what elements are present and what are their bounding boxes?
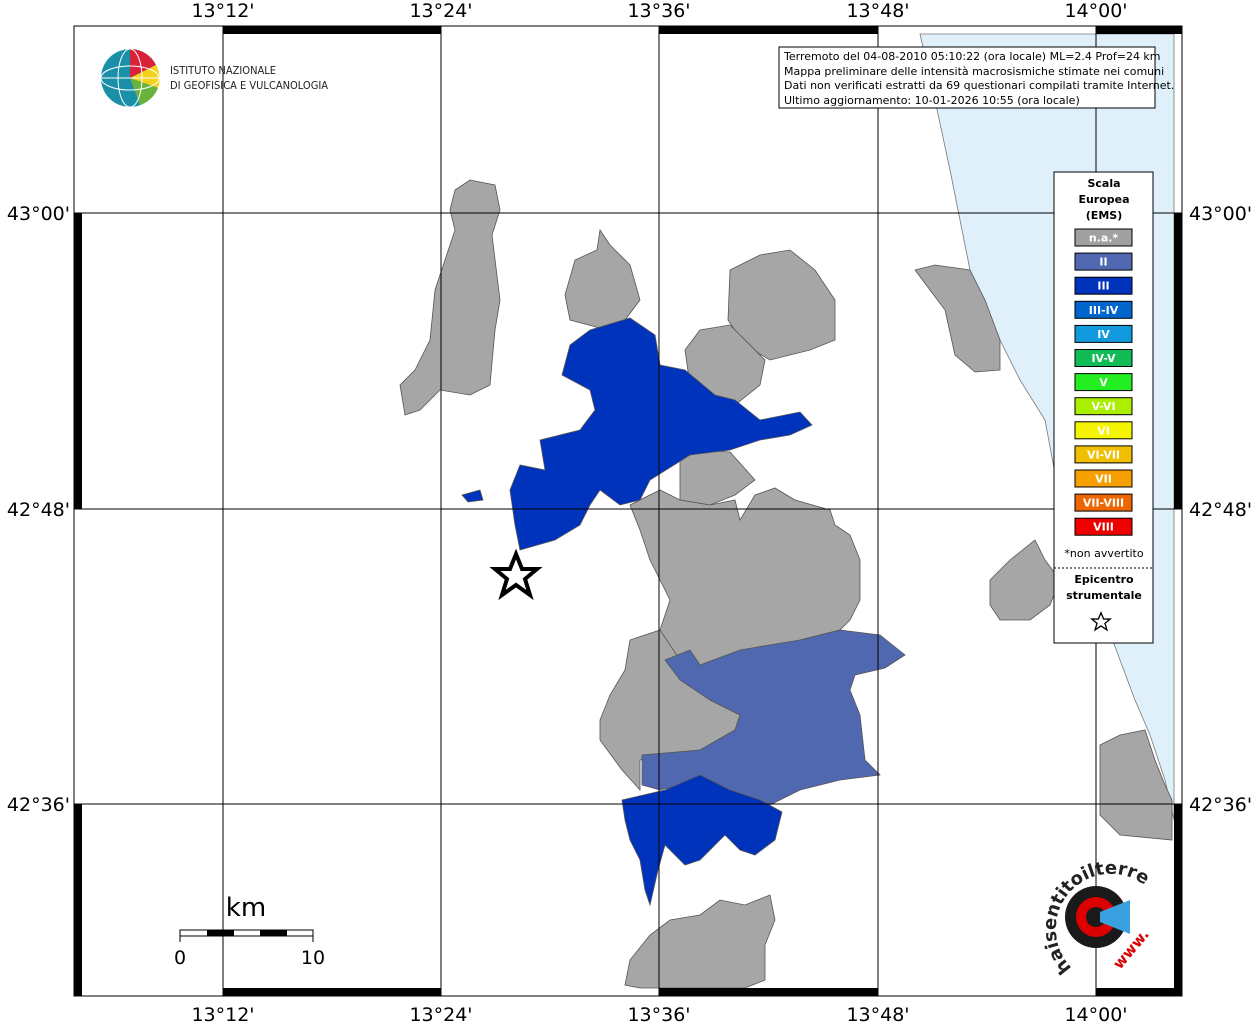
legend-label: VII bbox=[1095, 473, 1112, 486]
frame bbox=[74, 26, 1182, 996]
legend-swatch bbox=[1074, 349, 1133, 367]
municipality bbox=[399, 179, 501, 416]
legend-swatch bbox=[1074, 252, 1133, 271]
latitude-labels: 43°00' 42°48' 42°36' 43°00' 42°48' 42°36… bbox=[7, 203, 1252, 816]
legend-label: III bbox=[1097, 280, 1109, 293]
frame-bar bbox=[223, 988, 441, 996]
legend-label: VI bbox=[1097, 424, 1110, 437]
scale-unit: km bbox=[226, 893, 266, 923]
scale-frame bbox=[179, 929, 314, 937]
legend-epicenter: strumentale bbox=[1066, 589, 1142, 602]
lon-label: 13°24' bbox=[409, 1004, 472, 1024]
scale-bar: km 0 10 bbox=[174, 893, 325, 969]
frame-bar bbox=[74, 804, 82, 996]
municipality bbox=[914, 264, 1001, 373]
lon-label: 13°36' bbox=[627, 0, 690, 22]
frame-bar bbox=[1096, 26, 1182, 34]
logo-segment bbox=[130, 48, 156, 78]
lat-label: 43°00' bbox=[1189, 203, 1252, 225]
frame-bar bbox=[74, 213, 82, 509]
frame-border bbox=[73, 25, 1183, 997]
legend-epicenter: Epicentro bbox=[1074, 573, 1134, 586]
lon-label: 13°12' bbox=[191, 1004, 254, 1024]
legend-swatch bbox=[1074, 373, 1133, 392]
legend-swatch bbox=[1074, 276, 1133, 295]
scale-seg bbox=[260, 930, 287, 936]
info-line: Mappa preliminare delle intensità macros… bbox=[784, 65, 1164, 78]
epicenter-star bbox=[489, 548, 543, 601]
lat-label: 42°48' bbox=[1189, 499, 1252, 521]
legend-title: (EMS) bbox=[1086, 209, 1122, 222]
frame-bar bbox=[1174, 213, 1182, 509]
frame-bar bbox=[1174, 804, 1182, 996]
lat-label: 42°48' bbox=[7, 499, 70, 521]
frame-bar bbox=[659, 26, 878, 34]
info-line: Dati non verificati estratti da 69 quest… bbox=[784, 79, 1174, 92]
legend-swatch bbox=[1074, 517, 1133, 536]
legend-swatch bbox=[1074, 421, 1133, 440]
legend-title: Scala bbox=[1087, 177, 1120, 190]
info-line: Ultimo aggiornamento: 10-01-2026 10:55 (… bbox=[784, 94, 1080, 107]
legend-label: V-VI bbox=[1091, 400, 1115, 413]
legend-title: Europea bbox=[1078, 193, 1129, 206]
scale-label: 10 bbox=[301, 947, 325, 969]
lon-label: 13°12' bbox=[191, 0, 254, 22]
ingv-logo: ISTITUTO NAZIONALE DI GEOFISICA E VULCAN… bbox=[100, 48, 328, 108]
lon-label: 14°00' bbox=[1064, 0, 1127, 22]
municipality bbox=[624, 894, 776, 989]
legend-label: n.a.* bbox=[1089, 232, 1119, 245]
legend-label: II bbox=[1099, 256, 1107, 269]
legend-label: VIII bbox=[1093, 521, 1114, 534]
info-line: Terremoto del 04-08-2010 05:10:22 (ora l… bbox=[783, 50, 1161, 63]
municipality bbox=[564, 228, 641, 329]
info-frame bbox=[778, 46, 1156, 109]
municipalities bbox=[399, 179, 1173, 989]
lon-label: 13°48' bbox=[846, 1004, 909, 1024]
frame-bar bbox=[223, 26, 441, 34]
legend-label: VI-VII bbox=[1087, 448, 1120, 461]
legend-swatch bbox=[1074, 493, 1133, 512]
legend-swatch bbox=[1074, 324, 1133, 343]
info-box: Terremoto del 04-08-2010 05:10:22 (ora l… bbox=[778, 46, 1174, 109]
lat-label: 42°36' bbox=[1189, 794, 1252, 816]
legend-label: IV bbox=[1097, 328, 1110, 341]
logo-text: DI GEOFISICA E VULCANOLOGIA bbox=[170, 79, 328, 92]
lon-label: 13°24' bbox=[409, 0, 472, 22]
legend-note: *non avvertito bbox=[1064, 547, 1143, 560]
municipality bbox=[509, 317, 813, 551]
legend-label: III-IV bbox=[1089, 304, 1119, 317]
municipality bbox=[1099, 729, 1173, 841]
legend-swatch bbox=[1074, 445, 1133, 464]
site-logo-speaker bbox=[1100, 900, 1130, 934]
municipality bbox=[461, 489, 484, 503]
legend-label: VII-VIII bbox=[1083, 497, 1124, 510]
lon-label: 13°48' bbox=[846, 0, 909, 22]
legend-swatch bbox=[1074, 469, 1133, 488]
logo-lines bbox=[100, 48, 160, 108]
logo-text: ISTITUTO NAZIONALE bbox=[170, 64, 276, 77]
logo-segment bbox=[130, 78, 158, 105]
longitude-labels: 13°12' 13°24' 13°36' 13°48' 14°00' 13°12… bbox=[191, 0, 1127, 1024]
legend-star bbox=[1089, 611, 1113, 632]
frame-bar bbox=[659, 988, 878, 996]
legend-label: IV-V bbox=[1091, 352, 1116, 365]
lat-label: 43°00' bbox=[7, 203, 70, 225]
legend: Scala Europea (EMS) *non avvertito Epice… bbox=[1053, 171, 1154, 644]
lon-label: 13°36' bbox=[627, 1004, 690, 1024]
scale-label: 0 bbox=[174, 947, 186, 969]
municipality bbox=[641, 629, 906, 806]
municipality bbox=[621, 774, 783, 907]
legend-swatch bbox=[1074, 228, 1133, 247]
legend-label: V bbox=[1099, 376, 1108, 389]
legend-swatch bbox=[1074, 300, 1133, 319]
lat-label: 42°36' bbox=[7, 794, 70, 816]
legend-swatch bbox=[1074, 397, 1133, 416]
scale-seg bbox=[207, 930, 234, 936]
frame-bar bbox=[1096, 988, 1182, 996]
lon-label: 14°00' bbox=[1064, 1004, 1127, 1024]
